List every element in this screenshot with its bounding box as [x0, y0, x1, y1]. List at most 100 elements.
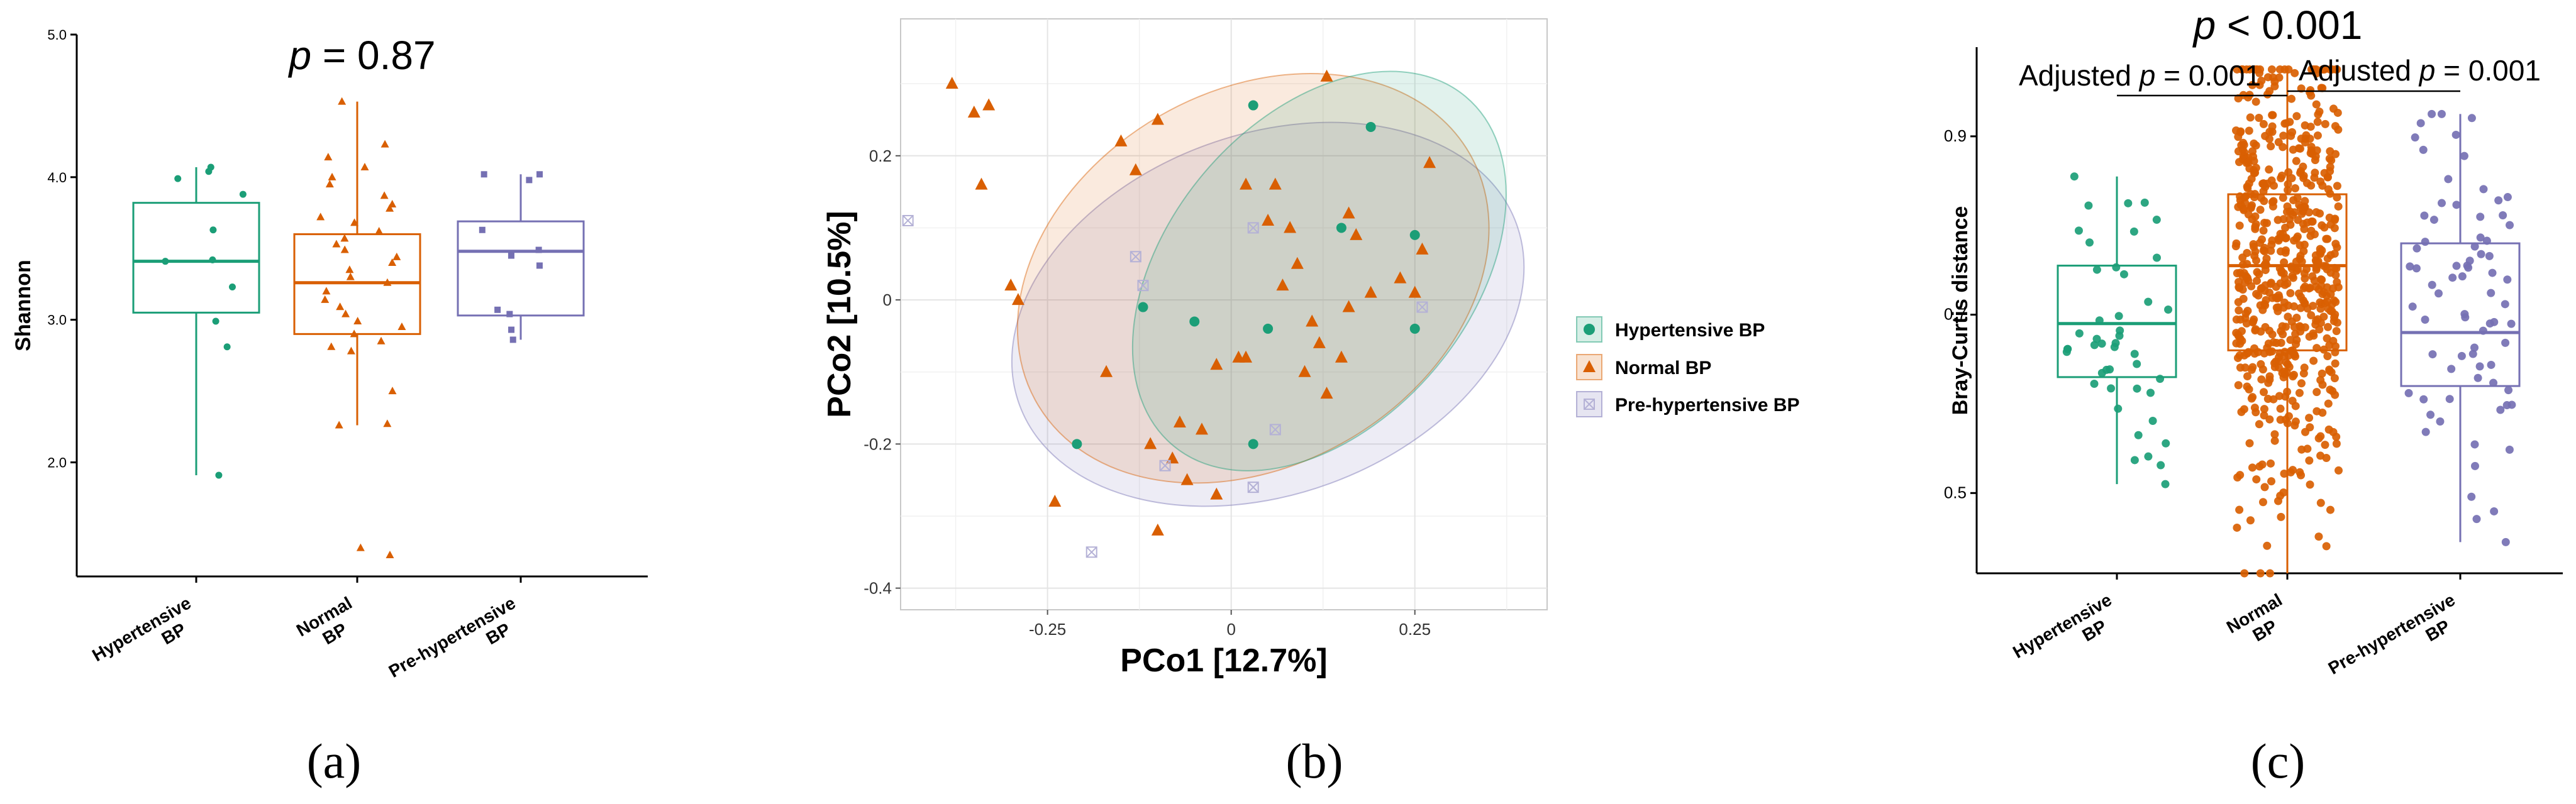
data-point [2326, 290, 2335, 299]
data-point-prehypertensive [1269, 424, 1281, 436]
data-point [2507, 319, 2516, 328]
data-point [2251, 408, 2260, 417]
plot-panel [900, 18, 1548, 610]
data-point [2241, 314, 2250, 322]
data-point [2428, 350, 2437, 359]
data-point [2293, 194, 2302, 202]
data-point [2323, 352, 2332, 361]
data-point [2248, 215, 2257, 224]
data-point [2279, 143, 2287, 151]
data-point [2448, 273, 2457, 282]
data-point [2292, 112, 2301, 121]
data-point [2468, 350, 2477, 358]
y-tick-label: 0.2 [869, 146, 892, 165]
data-point [2330, 224, 2339, 233]
data-point [2243, 184, 2252, 192]
data-point-normal [975, 177, 988, 190]
data-point [2305, 456, 2314, 465]
data-point [2287, 131, 2296, 140]
data-point [2312, 407, 2321, 416]
data-point [2238, 253, 2247, 262]
data-point [2257, 76, 2266, 85]
data-point [2420, 211, 2429, 220]
marker-cross [1416, 301, 1428, 313]
data-point [2253, 348, 2262, 356]
data-point-normal [1306, 314, 1319, 327]
data-point [2134, 431, 2143, 439]
panel-label-b: (b) [1286, 734, 1343, 788]
legend-marker-cross [1584, 399, 1595, 410]
data-point [2309, 331, 2318, 340]
data-point [2292, 157, 2301, 165]
data-point [2247, 201, 2256, 210]
data-point [2331, 122, 2340, 131]
data-point [2106, 365, 2114, 374]
data-point [2487, 360, 2496, 369]
points-group-1 [2231, 65, 2343, 578]
data-point [2240, 569, 2249, 578]
annotation-prefix: Adjusted [2019, 59, 2140, 92]
marker-cross [1159, 460, 1171, 471]
data-point [2501, 300, 2509, 309]
data-point [174, 175, 182, 182]
data-point [2268, 347, 2277, 356]
data-point-normal [1180, 473, 1194, 485]
data-point [2429, 216, 2438, 224]
data-point-normal [1210, 358, 1223, 370]
data-point [508, 252, 514, 259]
data-point [2318, 380, 2327, 389]
data-point [2279, 488, 2288, 497]
y-tick-label: 2.0 [47, 455, 67, 471]
data-point [2257, 360, 2265, 368]
data-point [2291, 184, 2300, 193]
data-point [2485, 251, 2494, 260]
data-point [2503, 275, 2512, 284]
data-point [2250, 65, 2258, 74]
marker-cross [1130, 251, 1141, 262]
data-point [2263, 395, 2272, 404]
data-point [2294, 289, 2303, 298]
data-point [2452, 201, 2461, 209]
title-italic: p [287, 33, 311, 78]
data-point [2279, 373, 2288, 382]
data-point [2419, 145, 2428, 154]
data-point [2250, 139, 2258, 148]
data-point [2311, 168, 2319, 177]
data-point [336, 302, 345, 311]
data-point-normal [945, 77, 958, 89]
chart-title: p < 0.001 [2192, 3, 2363, 48]
data-point [2245, 126, 2253, 135]
data-point-hypertensive [1138, 302, 1148, 312]
data-point [347, 346, 355, 355]
data-point [2290, 322, 2299, 331]
data-point [2277, 171, 2286, 180]
data-point-prehypertensive [1085, 546, 1097, 558]
data-point [2162, 439, 2170, 448]
data-point [2070, 172, 2079, 181]
data-point [2452, 262, 2461, 270]
data-point [2499, 211, 2507, 220]
data-point [2252, 475, 2261, 484]
data-point [2300, 240, 2309, 249]
data-point [2475, 362, 2484, 371]
data-point [346, 272, 355, 280]
data-point [2289, 273, 2297, 282]
data-point [2243, 349, 2251, 358]
data-point [2114, 312, 2123, 321]
data-point [2316, 432, 2325, 441]
data-point-normal [1004, 278, 1018, 291]
data-point [2320, 223, 2329, 232]
data-point [2245, 439, 2254, 448]
data-point [2476, 233, 2485, 242]
data-point [2243, 372, 2252, 381]
data-point [360, 162, 369, 170]
data-point [2240, 405, 2248, 414]
data-point [2110, 343, 2119, 351]
box-2 [2400, 242, 2521, 387]
data-point-normal [1262, 213, 1275, 226]
data-point-normal [1342, 206, 1355, 219]
data-point [2280, 470, 2289, 478]
data-point [2251, 223, 2260, 231]
data-point [2470, 440, 2479, 449]
